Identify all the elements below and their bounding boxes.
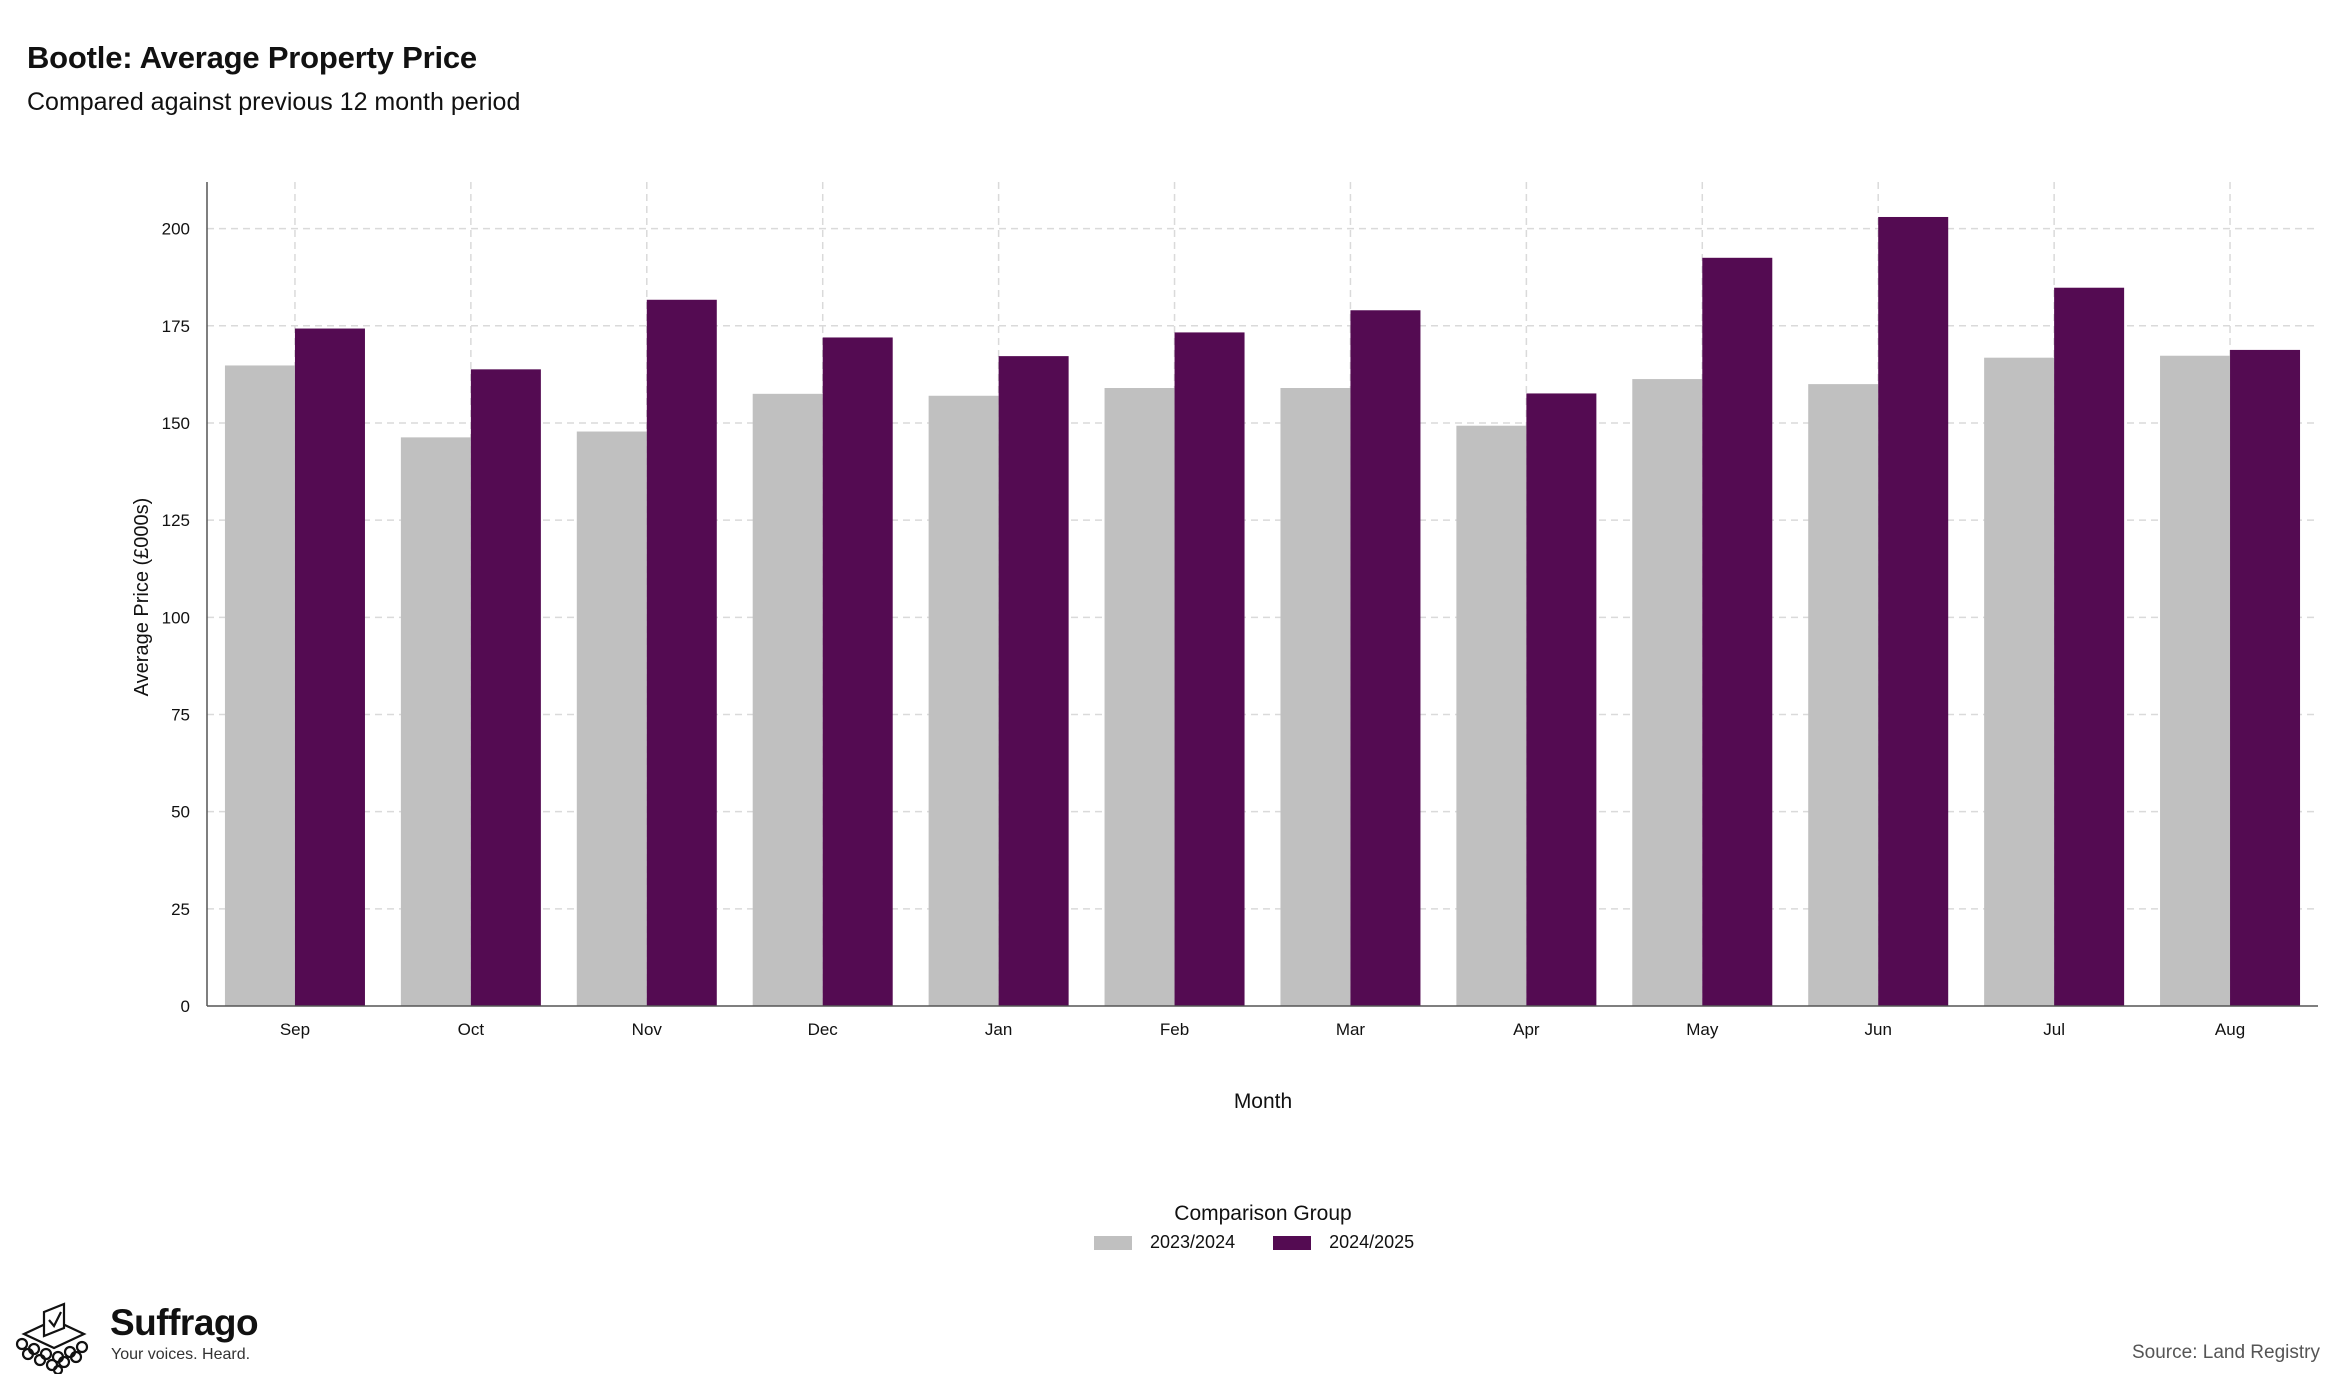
x-tick-label: Oct — [458, 1020, 485, 1039]
bar — [2230, 349, 2301, 1006]
bar — [400, 437, 471, 1006]
x-tick-label: Aug — [2215, 1020, 2245, 1039]
x-tick-label: Nov — [632, 1020, 663, 1039]
bar — [1632, 379, 1703, 1006]
bar-chart: 0 25 50 75 100 125 150 175 200 Sep Oct Nov Dec Jan Feb… — [131, 182, 2318, 1113]
legend-item-curr: 2024/2025 — [1273, 1232, 1414, 1253]
bar — [576, 431, 647, 1006]
y-tick-label: 0 — [181, 997, 190, 1016]
x-tick-label: Feb — [1160, 1020, 1189, 1039]
legend-label-prev: 2023/2024 — [1150, 1232, 1236, 1252]
x-axis-label: Month — [1234, 1090, 1292, 1113]
legend-swatch-prev — [1094, 1235, 1132, 1250]
brand-name: Suffrago — [110, 1302, 259, 1343]
x-tick-label: Jul — [2043, 1020, 2065, 1039]
chart-subtitle: Compared against previous 12 month perio… — [27, 88, 521, 116]
bar — [1984, 357, 2055, 1007]
y-tick-label: 50 — [171, 803, 190, 822]
source-note: Source: Land Registry — [2132, 1342, 2320, 1363]
x-tick-label: May — [1686, 1020, 1719, 1039]
ballot-box-icon — [15, 1302, 89, 1374]
bar — [1280, 388, 1351, 1006]
y-axis-label: Average Price (£000s) — [131, 498, 153, 697]
y-tick-label: 100 — [162, 608, 190, 627]
bar — [2054, 287, 2125, 1006]
y-tick-label: 150 — [162, 414, 190, 433]
bar — [1878, 216, 1949, 1006]
x-tick-label: Dec — [808, 1020, 839, 1039]
bar — [224, 365, 295, 1006]
legend-item-prev: 2023/2024 — [1094, 1232, 1235, 1253]
bar — [928, 395, 999, 1007]
bar — [752, 393, 823, 1006]
bar — [998, 356, 1069, 1006]
bar — [470, 369, 541, 1006]
bars — [224, 216, 2301, 1007]
bar — [1808, 384, 1879, 1006]
bar — [294, 328, 365, 1006]
legend-label-curr: 2024/2025 — [1329, 1232, 1415, 1252]
x-tick-label: Mar — [1336, 1020, 1366, 1039]
bar — [1702, 257, 1773, 1006]
y-tick-label: 75 — [171, 705, 190, 724]
x-tick-label: Jun — [1864, 1020, 1891, 1039]
y-tick-label: 125 — [162, 511, 190, 530]
axes — [206, 182, 2318, 1007]
bar — [1174, 332, 1245, 1007]
brand-tagline: Your voices. Heard. — [111, 1346, 251, 1363]
bar — [1526, 393, 1597, 1006]
bar — [646, 299, 717, 1007]
x-tick-label: Apr — [1513, 1020, 1540, 1039]
bar — [822, 337, 893, 1007]
chart-title: Bootle: Average Property Price — [27, 40, 477, 75]
legend-title: Comparison Group — [1174, 1202, 1352, 1225]
legend: 2023/2024 2024/2025 — [1094, 1232, 1452, 1253]
y-tick-label: 25 — [171, 900, 190, 919]
x-tick-label: Jan — [985, 1020, 1012, 1039]
bar — [1350, 310, 1421, 1006]
bar — [1456, 425, 1527, 1006]
y-tick-label: 200 — [162, 220, 190, 239]
x-tick-label: Sep — [280, 1020, 310, 1039]
y-tick-label: 175 — [162, 317, 190, 336]
legend-swatch-curr — [1273, 1235, 1312, 1250]
bar — [2160, 355, 2231, 1006]
tick-labels: 0 25 50 75 100 125 150 175 200 Sep Oct Nov Dec Jan Feb… — [162, 220, 2246, 1039]
bar — [1104, 388, 1175, 1006]
